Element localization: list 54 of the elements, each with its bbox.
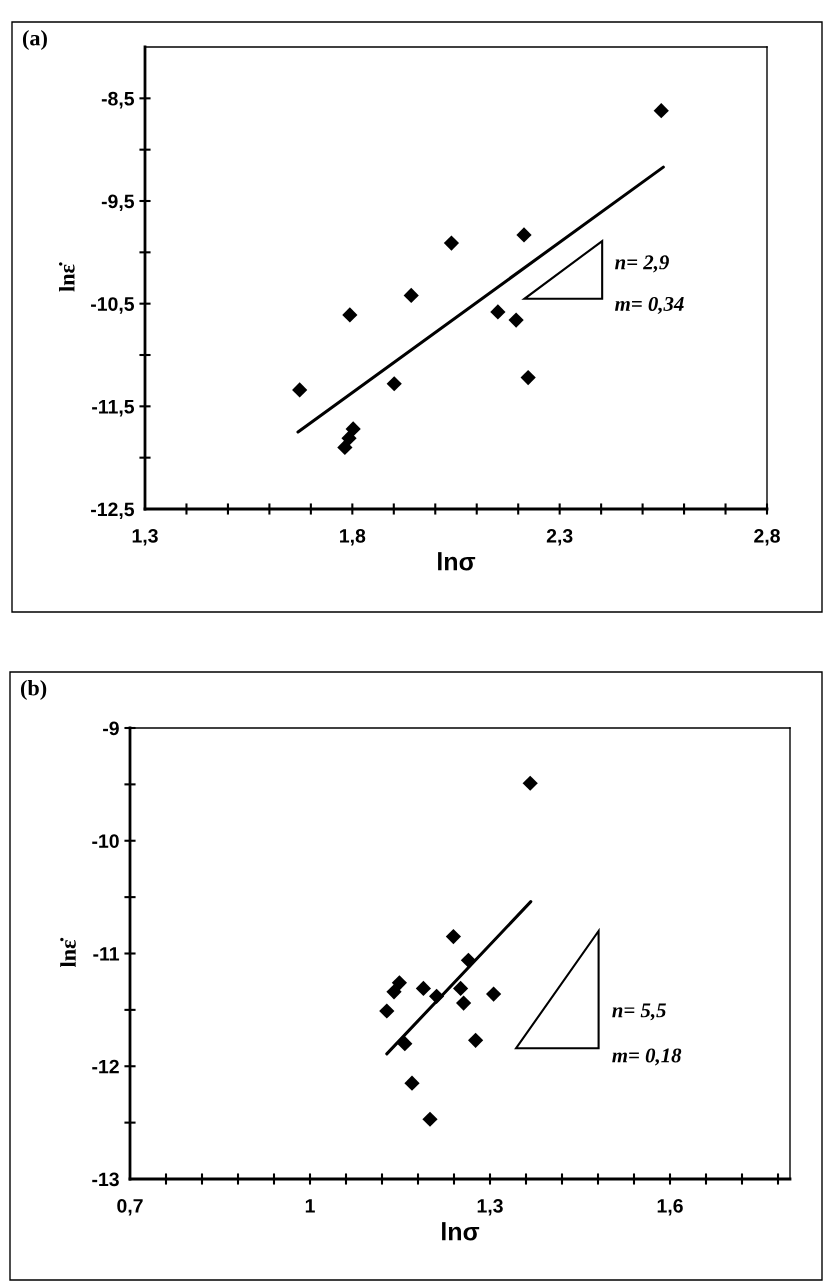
y-tick-label: -13	[92, 1172, 119, 1187]
point	[452, 980, 469, 997]
x-tick-label: 2,3	[546, 528, 573, 546]
annotation: n= 2,9	[615, 255, 669, 273]
y-tick-label: -11,5	[92, 400, 135, 417]
x-tick-label: 1,6	[657, 1198, 683, 1216]
point	[292, 382, 308, 398]
point	[508, 312, 524, 328]
y-tick-label: -12,5	[91, 502, 135, 520]
point	[404, 1075, 420, 1091]
y-tick-label: -10	[92, 834, 119, 848]
point	[445, 928, 462, 945]
point	[485, 986, 502, 1002]
point	[455, 995, 472, 1011]
x-tick-label: 1,3	[477, 1198, 503, 1216]
point	[428, 988, 445, 1004]
chart-title: (b)	[20, 679, 47, 701]
x-axis-title: lnσ	[442, 1222, 480, 1241]
y-tick-label: -12	[92, 1059, 119, 1074]
x-tick-label: 1	[305, 1199, 315, 1213]
y-tick-label: -10,5	[91, 297, 135, 314]
y-axis-title: lnε̇	[60, 937, 76, 968]
point	[516, 227, 532, 243]
point	[467, 1032, 484, 1048]
point	[342, 307, 358, 323]
point	[520, 369, 536, 386]
x-tick-label: 0,7	[117, 1198, 143, 1216]
point	[443, 235, 460, 251]
point	[386, 376, 402, 392]
annotation: m= 0,34	[615, 296, 684, 314]
y-tick-label: -9	[103, 721, 119, 736]
y-tick-label: -8,5	[101, 91, 135, 109]
point	[397, 1036, 413, 1052]
point	[386, 984, 402, 1000]
point	[422, 1111, 438, 1127]
x-tick-label: 1,8	[340, 528, 366, 546]
point	[653, 103, 669, 119]
point	[415, 980, 432, 997]
x-tick-label: 1,3	[132, 528, 158, 546]
chart-title: (a)	[22, 29, 47, 51]
y-tick-label: -9,5	[101, 194, 135, 212]
point	[403, 287, 419, 304]
annotation: n= 5,5	[612, 1003, 666, 1021]
y-tick-label: -11	[93, 947, 120, 961]
point	[379, 1003, 395, 1019]
point	[337, 439, 353, 456]
point	[460, 952, 477, 968]
y-axis-title: lnε̇	[59, 262, 75, 292]
x-axis-title: lnσ	[438, 552, 476, 571]
point	[522, 775, 538, 791]
point	[391, 975, 408, 991]
point	[490, 304, 506, 320]
x-tick-label: 2,8	[754, 528, 780, 546]
annotation: m= 0,18	[612, 1048, 682, 1066]
